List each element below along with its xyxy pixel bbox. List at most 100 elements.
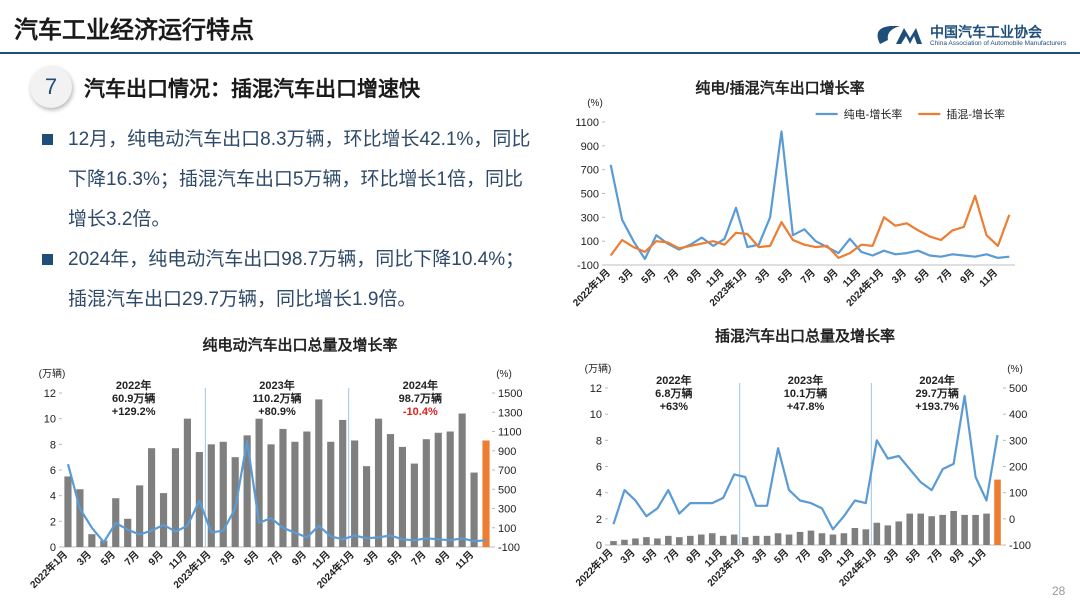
bar xyxy=(862,529,870,545)
line-series xyxy=(609,130,1010,261)
x-tick-label: 11月 xyxy=(966,547,989,570)
bar xyxy=(873,522,881,545)
bar xyxy=(363,466,371,547)
y-tick-label: 500 xyxy=(581,189,599,201)
x-tick-label: 3月 xyxy=(881,547,900,566)
y2-axis-unit: (%) xyxy=(1007,364,1023,375)
bar xyxy=(719,535,727,545)
annotation-total: 6.8万辆 xyxy=(655,386,692,400)
bar xyxy=(665,535,672,545)
x-tick-label: 3月 xyxy=(218,549,237,568)
bar xyxy=(840,533,848,545)
bar xyxy=(829,534,837,545)
x-tick-label: 5月 xyxy=(772,547,791,566)
y2-tick-label: 500 xyxy=(1009,383,1027,395)
annotation-growth: +193.7% xyxy=(915,401,959,413)
x-tick-label: 7月 xyxy=(122,549,141,568)
bar xyxy=(851,527,859,545)
bar xyxy=(339,419,347,547)
x-tick-label: 9月 xyxy=(958,267,977,286)
bar xyxy=(219,441,227,547)
x-tick-label: 5月 xyxy=(776,267,795,286)
x-tick-label: 2022年1月 xyxy=(27,548,70,591)
x-tick-label: 5月 xyxy=(639,267,658,286)
y-tick-label: 4 xyxy=(596,488,602,500)
y2-tick-label: 900 xyxy=(498,446,516,458)
chart-title: 纯电/插混汽车出口增长率 xyxy=(695,79,864,97)
y2-axis-unit: (%) xyxy=(496,369,512,380)
legend-label: 纯电-增长率 xyxy=(844,107,903,121)
x-tick-label: 3月 xyxy=(74,549,93,568)
x-tick-label: 7月 xyxy=(798,267,817,286)
y2-tick-label: 200 xyxy=(1009,462,1027,474)
x-tick-label: 3月 xyxy=(889,267,908,286)
bar xyxy=(207,444,215,547)
bar xyxy=(972,514,979,545)
bar xyxy=(906,513,914,545)
bar xyxy=(632,538,639,545)
bar xyxy=(928,516,935,545)
bar xyxy=(64,476,72,547)
bar xyxy=(807,530,815,545)
annotation-growth: -10.4% xyxy=(403,406,438,418)
line-series xyxy=(609,194,1011,259)
y-tick-label: 8 xyxy=(50,439,56,451)
x-tick-label: 5月 xyxy=(912,267,931,286)
logo-subtext: China Association of Automobile Manufact… xyxy=(930,40,1067,47)
bar xyxy=(231,457,239,547)
annotation-total: 10.1万辆 xyxy=(784,386,827,400)
annotation-total: 60.9万辆 xyxy=(112,391,155,405)
y2-tick-label: 500 xyxy=(498,484,516,496)
y2-tick-label: -100 xyxy=(498,542,520,554)
bar xyxy=(482,440,490,547)
x-tick-label: 11月 xyxy=(453,549,476,572)
y2-tick-label: 1300 xyxy=(498,407,522,419)
annotation-growth: +80.9% xyxy=(258,406,296,418)
x-tick-label: 7月 xyxy=(662,547,681,566)
bar xyxy=(100,540,108,547)
bar xyxy=(785,534,793,545)
slide-title: 汽车工业经济运行特点 xyxy=(14,17,254,44)
y-axis-unit: (%) xyxy=(587,98,603,109)
y-tick-label: 0 xyxy=(596,540,602,552)
bar xyxy=(643,537,650,545)
section-number: 7 xyxy=(30,66,72,108)
bullet: 2024年，纯电动汽车出口98.7万辆，同比下降10.4%；插混汽车出口29.7… xyxy=(40,240,540,320)
bar xyxy=(315,399,323,547)
y-tick-label: -100 xyxy=(577,260,599,272)
bar xyxy=(708,533,716,545)
bar xyxy=(796,531,804,545)
annotation-year: 2023年 xyxy=(788,373,823,387)
bar xyxy=(939,514,946,545)
bar xyxy=(687,535,694,545)
x-tick-label: 9月 xyxy=(433,549,452,568)
x-tick-label: 5月 xyxy=(903,547,922,566)
y-tick-label: 700 xyxy=(581,165,599,177)
annotation-total: 98.7万辆 xyxy=(399,391,442,405)
line-series xyxy=(66,440,487,544)
x-tick-label: 9月 xyxy=(289,549,308,568)
header-rule xyxy=(0,52,1080,54)
x-tick-label: 9月 xyxy=(684,267,703,286)
x-tick-label: 5月 xyxy=(385,549,404,568)
annotation-total: 29.7万辆 xyxy=(915,386,958,400)
y2-tick-label: 0 xyxy=(1009,514,1015,526)
bar xyxy=(171,448,180,547)
bar xyxy=(983,513,990,545)
bar xyxy=(148,448,156,547)
line-series xyxy=(612,394,999,531)
bar xyxy=(884,525,892,545)
bullet: 12月，纯电动汽车出口8.3万辆，环比增长42.1%，同比下降16.3%；插混汽… xyxy=(40,120,540,240)
x-tick-label: 7月 xyxy=(662,267,681,286)
bar xyxy=(76,489,84,547)
y2-tick-label: 300 xyxy=(498,504,516,516)
annotation-total: 110.2万辆 xyxy=(253,391,302,405)
y-tick-label: 900 xyxy=(581,141,599,153)
y-tick-label: 10 xyxy=(590,409,602,421)
bar xyxy=(398,446,406,547)
annotation-growth: +129.2% xyxy=(112,406,156,418)
y-tick-label: 100 xyxy=(581,236,599,248)
logo-text: 中国汽车工业协会 xyxy=(930,24,1042,40)
bar xyxy=(291,441,299,547)
bar xyxy=(351,440,359,547)
